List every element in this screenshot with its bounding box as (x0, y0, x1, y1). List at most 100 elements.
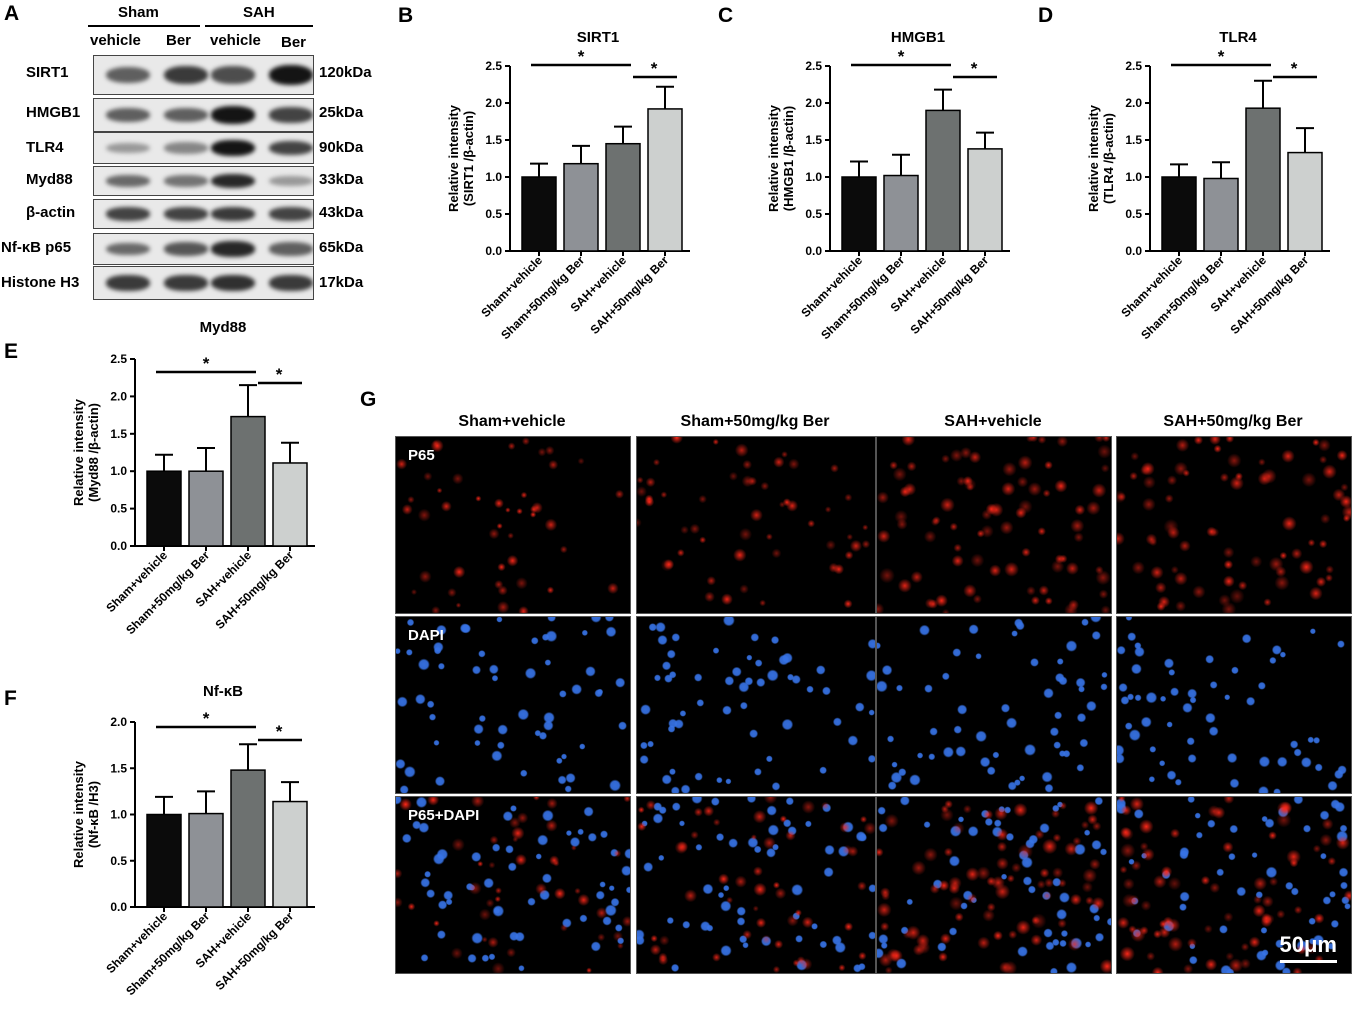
y-tick-label: 0.5 (1125, 207, 1142, 221)
y-tick-label: 1.0 (485, 170, 502, 184)
blot-band (211, 139, 255, 157)
y-tick-label: 1.5 (485, 133, 502, 147)
if-image (636, 796, 876, 974)
blot-band (106, 242, 150, 256)
bar (230, 769, 266, 908)
y-axis-label: Relative intensity (1086, 104, 1101, 212)
bar (841, 176, 877, 252)
blot-protein-label: SIRT1 (26, 64, 69, 81)
blot-band (211, 275, 255, 291)
blot-band (164, 207, 208, 221)
significance-star: * (898, 47, 905, 66)
blot-strip (93, 233, 314, 265)
bar (146, 813, 182, 908)
chart-myd88: Myd88 0.0 0.5 1.0 1.5 2.0 2.5 Relative intensit… (71, 319, 315, 637)
y-tick-label: 2.5 (805, 59, 822, 73)
blot-protein-label: Nf-κB p65 (1, 239, 72, 256)
y-tick-label: 2.5 (110, 352, 127, 366)
y-tick-label: 0.0 (485, 244, 502, 258)
bar (272, 462, 308, 547)
blot-protein-label: Histone H3 (1, 274, 80, 291)
y-axis-label: Relative intensity (766, 104, 781, 212)
group-label-sham: Sham (118, 4, 159, 21)
blot-band (106, 108, 150, 122)
lane-label: Ber (166, 32, 192, 49)
bar (230, 415, 266, 547)
blot-protein-label: TLR4 (26, 139, 64, 156)
x-tick-label: SAH+50mg/kg Ber (907, 253, 991, 337)
blot-band (211, 207, 255, 221)
bar (1161, 176, 1197, 252)
chart-title: Nf-κB (203, 683, 243, 700)
x-tick-label: SAH+50mg/kg Ber (587, 253, 671, 337)
y-tick-label: 0.0 (805, 244, 822, 258)
y-axis-label: (TLR4 /β-actin) (1101, 113, 1116, 204)
chart-hmgb1: HMGB1 0.0 0.5 1.0 1.5 2.0 2.5 Relative intensit… (766, 29, 1010, 342)
panel-letter-b: B (398, 4, 414, 27)
bar (521, 176, 557, 252)
blot-strip (93, 132, 314, 164)
significance-star: * (276, 365, 283, 384)
panel-letter-f: F (4, 687, 17, 710)
x-tick-label: SAH+50mg/kg Ber (1227, 253, 1311, 337)
blot-band (211, 241, 255, 257)
lane-label: vehicle (210, 32, 261, 49)
blot-band (106, 207, 150, 221)
y-axis-label: (HMGB1 /β-actin) (781, 106, 796, 211)
blot-protein-label: Myd88 (26, 171, 73, 188)
bar (605, 142, 641, 252)
blot-strip (93, 55, 314, 95)
if-row-label: DAPI (408, 627, 444, 644)
y-tick-label: 2.5 (485, 59, 502, 73)
blot-band (164, 108, 208, 122)
bar (1203, 177, 1239, 252)
y-tick-label: 1.0 (110, 808, 127, 822)
panel-letter-g: G (360, 388, 377, 411)
chart-sirt1: SIRT1 0.0 0.5 1.0 1.5 2.0 2.5 Relative intensit… (446, 29, 690, 342)
x-tick-label: SAH+50mg/kg Ber (212, 548, 296, 632)
if-image (636, 616, 876, 794)
blot-strip (93, 199, 314, 229)
y-tick-label: 1.0 (805, 170, 822, 184)
group-label-sah: SAH (243, 4, 275, 21)
significance-star: * (203, 354, 210, 373)
bar (563, 162, 599, 252)
if-image: P65 (395, 436, 631, 614)
sham-group-line (88, 25, 200, 27)
blot-band (269, 275, 313, 291)
significance-star: * (1218, 47, 1225, 66)
significance-star: * (651, 59, 658, 78)
bar (188, 812, 224, 908)
blot-band (106, 66, 150, 84)
significance-star: * (276, 722, 283, 741)
chart-title: HMGB1 (891, 29, 945, 46)
blot-kda-label: 25kDa (319, 104, 364, 121)
blot-strip (93, 266, 314, 300)
y-tick-label: 2.0 (110, 715, 127, 729)
y-axis-label: (Nf-κB /H3) (86, 781, 101, 848)
bar (967, 148, 1003, 252)
significance-star: * (203, 709, 210, 728)
lane-label: Ber (281, 34, 307, 51)
significance-star: * (578, 47, 585, 66)
blot-kda-label: 17kDa (319, 274, 364, 291)
if-column-header: SAH+vehicle (944, 413, 1042, 430)
blot-band (106, 142, 150, 154)
y-tick-label: 0.5 (110, 854, 127, 868)
significance-star: * (971, 59, 978, 78)
scale-bar: 50μm (1279, 932, 1338, 963)
y-tick-label: 1.0 (110, 464, 127, 478)
y-axis-label: Relative intensity (446, 104, 461, 212)
blot-band (164, 65, 208, 85)
y-tick-label: 0.5 (485, 207, 502, 221)
if-image (876, 796, 1112, 974)
blot-kda-label: 120kDa (319, 64, 372, 81)
if-image (876, 616, 1112, 794)
panel-letter-d: D (1038, 4, 1054, 27)
chart-title: Myd88 (200, 319, 247, 336)
panel-letter-a: A (4, 2, 20, 25)
y-tick-label: 2.0 (805, 96, 822, 110)
scale-bar-label: 50μm (1279, 932, 1338, 957)
blot-band (164, 275, 208, 291)
bar (1287, 151, 1323, 252)
